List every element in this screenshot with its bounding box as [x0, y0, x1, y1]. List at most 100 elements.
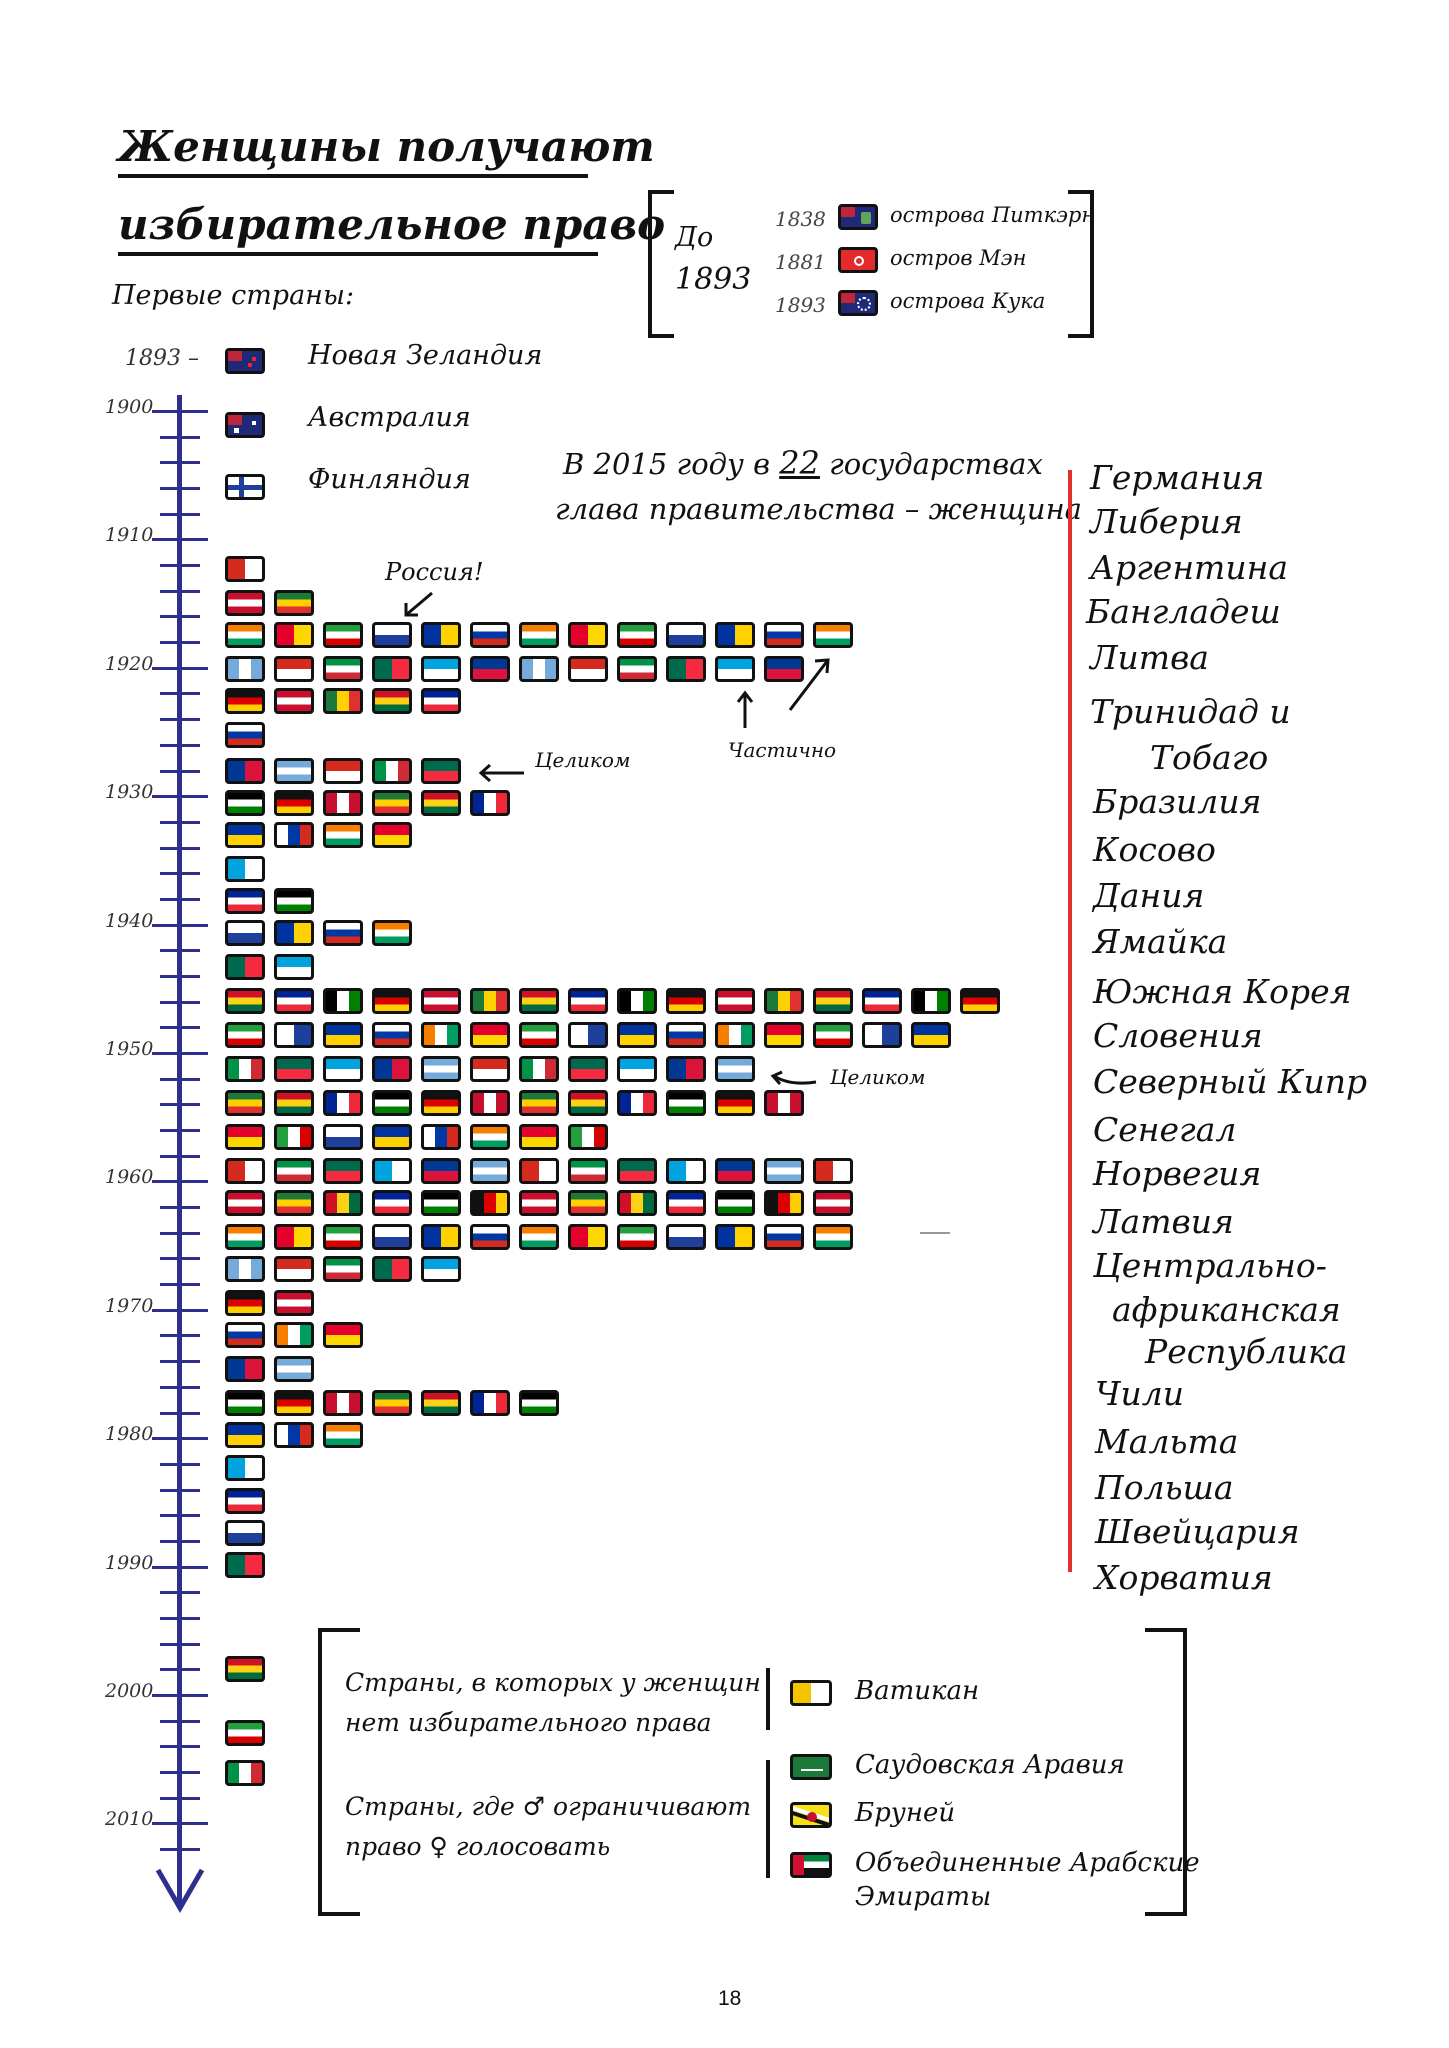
- country-flag-icon: [372, 1224, 412, 1250]
- country-flag-icon: [617, 1022, 657, 1048]
- before-box-bracket-right: [1068, 190, 1094, 338]
- country-flag-icon: [225, 1256, 265, 1282]
- country-flag-icon: [274, 888, 314, 914]
- country-flag-icon: [666, 1022, 706, 1048]
- country-flag-icon: [470, 1224, 510, 1250]
- country-flag-icon: [715, 1190, 755, 1216]
- country-flag-icon: [225, 1656, 265, 1682]
- vatican-flag-icon: [790, 1680, 832, 1706]
- country-flag-icon: [715, 1090, 755, 1116]
- country-flag-icon: [813, 1022, 853, 1048]
- timeline-tick: [160, 1334, 200, 1337]
- country-flag-icon: [323, 1056, 363, 1082]
- country-flag-icon: [323, 1090, 363, 1116]
- country-flag-icon: [323, 790, 363, 816]
- timeline-tick: [160, 1797, 200, 1800]
- bottom-divider: [766, 1760, 770, 1878]
- country-flag-icon: [274, 1190, 314, 1216]
- country-flag-icon: [764, 1190, 804, 1216]
- country-flag-icon: [519, 1056, 559, 1082]
- country-flag-icon: [617, 1158, 657, 1184]
- country-flag-icon: [274, 1422, 314, 1448]
- timeline-tick: [160, 590, 200, 593]
- country-flag-icon: [274, 688, 314, 714]
- country-flag-icon: [274, 1290, 314, 1316]
- vatican-label: Ватикан: [855, 1676, 980, 1706]
- country-flag-icon: [274, 954, 314, 980]
- before-label-year: 1893: [675, 262, 752, 297]
- country-flag-icon: [519, 622, 559, 648]
- decade-label: 1970: [105, 1295, 154, 1317]
- timeline-tick: [160, 1386, 200, 1389]
- country-flag-icon: [274, 822, 314, 848]
- fully-arrow-icon: [478, 763, 524, 783]
- brunei-flag-icon: [790, 1802, 832, 1828]
- country-flag-icon: [323, 822, 363, 848]
- timeline-tick: [160, 1591, 200, 1594]
- timeline-tick: [160, 1720, 200, 1723]
- country-flag-icon: [470, 1158, 510, 1184]
- country-flag-icon: [274, 1256, 314, 1282]
- country-flag-icon: [225, 1224, 265, 1250]
- first-country-name: Австралия: [308, 402, 471, 433]
- country-flag-icon: [911, 1022, 951, 1048]
- country-flag-icon: [225, 656, 265, 682]
- restricted-label-line-1: Страны, где ♂ ограничивают: [345, 1792, 752, 1821]
- title-line-1: Женщины получают: [118, 122, 655, 171]
- country-flag-icon: [813, 622, 853, 648]
- leader-country-name: Ямайка: [1093, 922, 1228, 961]
- timeline-tick: [152, 795, 208, 798]
- country-flag-icon: [666, 1090, 706, 1116]
- country-flag-icon: [323, 688, 363, 714]
- country-flag-icon: [421, 1056, 461, 1082]
- country-flag-icon: [225, 1552, 265, 1578]
- leader-country-name: африканская: [1112, 1290, 1341, 1329]
- country-flag-icon: [666, 1056, 706, 1082]
- before-box-bracket-left: [648, 190, 674, 338]
- country-flag-icon: [617, 1190, 657, 1216]
- country-flag-icon: [715, 1158, 755, 1184]
- country-flag-icon: [617, 622, 657, 648]
- country-flag-icon: [421, 1090, 461, 1116]
- country-flag-icon: [225, 1455, 265, 1481]
- leader-country-name: Чили: [1095, 1374, 1185, 1413]
- country-flag-icon: [568, 622, 608, 648]
- country-flag-icon: [225, 988, 265, 1014]
- country-flag-icon: [323, 1390, 363, 1416]
- country-flag-icon: [666, 656, 706, 682]
- country-flag-icon: [617, 1056, 657, 1082]
- country-flag-icon: [225, 1022, 265, 1048]
- timeline-tick: [160, 692, 200, 695]
- country-flag-icon: [421, 790, 461, 816]
- saudi-label: Саудовская Аравия: [855, 1750, 1125, 1780]
- bottom-divider: [766, 1668, 770, 1730]
- country-flag-icon: [764, 1022, 804, 1048]
- country-flag-icon: [617, 656, 657, 682]
- country-flag-icon: [274, 1158, 314, 1184]
- decade-label: 1900: [105, 396, 154, 418]
- country-flag-icon: [421, 1190, 461, 1216]
- fully-arrow-icon: [770, 1070, 817, 1085]
- country-flag-icon: [568, 1022, 608, 1048]
- country-flag-icon: [274, 1356, 314, 1382]
- leader-country-name: Швейцария: [1095, 1512, 1300, 1551]
- cook-islands-flag-icon: [838, 290, 878, 316]
- country-flag-icon: [470, 1124, 510, 1150]
- country-flag-icon: [764, 622, 804, 648]
- title-line-2: избирательное право: [118, 200, 666, 249]
- partially-arrow-icon: [788, 658, 830, 711]
- country-flag-icon: [225, 1124, 265, 1150]
- timeline-tick: [160, 1540, 200, 1543]
- country-flag-icon: [372, 622, 412, 648]
- leader-country-name: Бангладеш: [1086, 592, 1281, 631]
- decade-label: 1930: [105, 781, 154, 803]
- russia-arrow-icon: [404, 591, 433, 617]
- first-countries-label: Первые страны:: [112, 280, 355, 311]
- country-flag-icon: [225, 722, 265, 748]
- country-flag-icon: [568, 1056, 608, 1082]
- bottom-box-bracket-left: [318, 1628, 360, 1916]
- country-flag-icon: [323, 758, 363, 784]
- country-flag-icon: [813, 1190, 853, 1216]
- country-flag-icon: [421, 656, 461, 682]
- new-zealand-flag-icon: [225, 348, 265, 374]
